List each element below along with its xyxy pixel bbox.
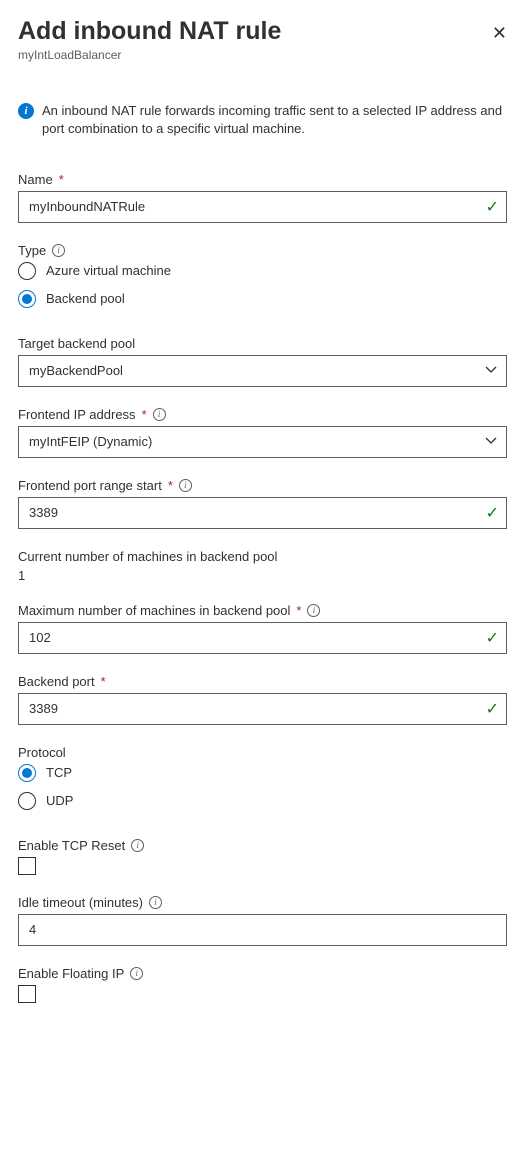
help-icon[interactable]: i — [131, 839, 144, 852]
type-radio-pool[interactable]: Backend pool — [18, 290, 507, 308]
help-icon[interactable]: i — [130, 967, 143, 980]
info-icon: i — [18, 103, 34, 119]
port-start-input[interactable] — [18, 497, 507, 529]
protocol-label: Protocol — [18, 745, 66, 760]
info-text: An inbound NAT rule forwards incoming tr… — [42, 102, 507, 138]
help-icon[interactable]: i — [52, 244, 65, 257]
radio-icon — [18, 290, 36, 308]
info-banner: i An inbound NAT rule forwards incoming … — [18, 102, 507, 138]
name-label: Name — [18, 172, 53, 187]
required-marker: * — [101, 674, 106, 689]
name-input[interactable] — [18, 191, 507, 223]
type-label: Type — [18, 243, 46, 258]
radio-icon — [18, 262, 36, 280]
protocol-tcp-label: TCP — [46, 765, 72, 780]
help-icon[interactable]: i — [149, 896, 162, 909]
radio-icon — [18, 792, 36, 810]
help-icon[interactable]: i — [179, 479, 192, 492]
target-pool-select[interactable] — [18, 355, 507, 387]
breadcrumb: myIntLoadBalancer — [18, 48, 507, 62]
type-radio-vm-label: Azure virtual machine — [46, 263, 171, 278]
close-icon[interactable]: ✕ — [492, 18, 507, 42]
frontend-ip-label: Frontend IP address — [18, 407, 136, 422]
floating-ip-label: Enable Floating IP — [18, 966, 124, 981]
current-machines-value: 1 — [18, 568, 507, 583]
protocol-udp-label: UDP — [46, 793, 73, 808]
tcp-reset-label: Enable TCP Reset — [18, 838, 125, 853]
required-marker: * — [296, 603, 301, 618]
tcp-reset-checkbox[interactable] — [18, 857, 36, 875]
floating-ip-checkbox[interactable] — [18, 985, 36, 1003]
target-pool-label: Target backend pool — [18, 336, 135, 351]
protocol-radio-udp[interactable]: UDP — [18, 792, 507, 810]
radio-icon — [18, 764, 36, 782]
max-machines-input[interactable] — [18, 622, 507, 654]
protocol-radio-tcp[interactable]: TCP — [18, 764, 507, 782]
max-machines-label: Maximum number of machines in backend po… — [18, 603, 290, 618]
port-start-label: Frontend port range start — [18, 478, 162, 493]
type-radio-pool-label: Backend pool — [46, 291, 125, 306]
required-marker: * — [168, 478, 173, 493]
frontend-ip-select[interactable] — [18, 426, 507, 458]
idle-timeout-input[interactable] — [18, 914, 507, 946]
required-marker: * — [59, 172, 64, 187]
required-marker: * — [142, 407, 147, 422]
current-machines-label: Current number of machines in backend po… — [18, 549, 277, 564]
backend-port-label: Backend port — [18, 674, 95, 689]
help-icon[interactable]: i — [153, 408, 166, 421]
help-icon[interactable]: i — [307, 604, 320, 617]
page-title: Add inbound NAT rule — [18, 18, 281, 46]
idle-timeout-label: Idle timeout (minutes) — [18, 895, 143, 910]
type-radio-vm[interactable]: Azure virtual machine — [18, 262, 507, 280]
backend-port-input[interactable] — [18, 693, 507, 725]
